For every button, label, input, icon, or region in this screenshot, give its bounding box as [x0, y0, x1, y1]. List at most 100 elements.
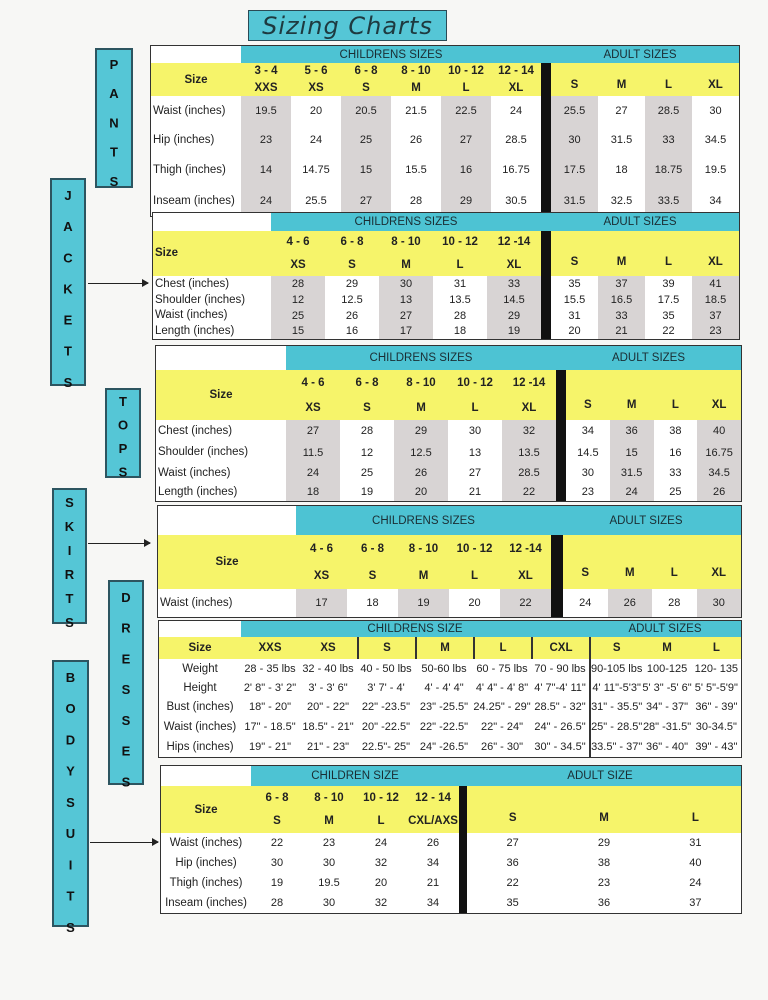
size-code: S [508, 812, 517, 825]
value-cell: 25 [669, 486, 682, 498]
value-cell: 14.75 [302, 164, 330, 176]
value-cell: 15.5 [405, 164, 427, 176]
value-cell: 19 [487, 323, 541, 339]
value-cell: 24 [309, 134, 323, 146]
size-code: S [612, 642, 621, 654]
value-cell: 31.5 [551, 186, 598, 216]
value-cell: 16 [441, 154, 491, 186]
value-cell: 20" - 22" [306, 701, 350, 713]
value-cell: 16 [669, 446, 682, 459]
child-size-header: 12 -14 XL [502, 370, 556, 420]
size-code: L [377, 815, 385, 828]
value-cell: 13.5 [502, 442, 556, 463]
adult-size-header: XL [696, 535, 741, 589]
value-cell: 11.5 [286, 442, 340, 463]
adult-size-header: L [691, 637, 741, 659]
skirts-arrow [88, 539, 151, 547]
value-cell: 26 [394, 463, 448, 483]
value-cell: 13 [379, 292, 433, 308]
value-cell: 23" -25.5" [419, 701, 469, 713]
size-range: 12 - 14 [498, 65, 534, 78]
child-size-header: 6 - 8 S [340, 370, 394, 420]
row-label: Weight [182, 662, 218, 675]
size-code: L [671, 398, 679, 411]
value-cell: 33 [669, 467, 682, 479]
value-cell: 27 [506, 837, 519, 849]
value-cell: 31" - 35.5" [591, 701, 643, 713]
value-cell: 28 [453, 309, 467, 322]
value-cell: 24 [509, 105, 523, 117]
size-code: XS [313, 569, 330, 582]
row-label: Waist (inches) [158, 466, 231, 479]
child-size-header: 8 - 10 M [303, 786, 355, 833]
value-cell: 24 [579, 597, 592, 609]
value-cell: 36 [597, 897, 611, 909]
child-size-header: 8 - 10 M [391, 63, 441, 96]
value-cell: 25 [360, 467, 374, 479]
row-label: Length (inches) [155, 324, 235, 337]
value-cell: 28" -31.5" [642, 721, 692, 733]
value-cell: 30" - 34.5" [534, 741, 586, 753]
size-code: S [363, 401, 371, 414]
value-cell: 5' 3" -5' 6" [642, 681, 692, 694]
value-cell: 21 [426, 877, 440, 889]
child-size-header: XS [299, 637, 357, 659]
value-cell: 30 [322, 897, 336, 909]
value-cell: 40 [689, 857, 702, 869]
value-cell: 36 [609, 420, 654, 442]
size-code: L [664, 255, 673, 268]
value-cell: 120- 135 [694, 662, 739, 675]
size-range: 6 - 8 [265, 791, 289, 804]
child-size-header: L [473, 637, 531, 659]
size-range: 4 - 6 [286, 236, 310, 249]
value-cell: 24 [286, 463, 340, 483]
value-cell: 19.5 [318, 877, 340, 889]
value-cell: 32.5 [610, 195, 633, 207]
child-size-header: 4 - 6 XS [296, 535, 347, 589]
side-label-jackets: JACKETS [50, 178, 86, 406]
value-cell: 13.5 [449, 294, 471, 306]
column-divider [459, 786, 467, 913]
size-header-label: Size [161, 786, 251, 833]
value-cell: 30 [322, 857, 336, 869]
value-cell: 29 [345, 278, 359, 290]
value-cell: 25 [271, 308, 325, 323]
children-sizes-header: CHILDRENS SIZE [241, 621, 589, 637]
adult-size-header: S [551, 231, 598, 276]
adult-size-header: S [591, 637, 643, 659]
size-code: S [570, 78, 579, 91]
value-cell: 21 [598, 323, 645, 339]
value-cell: 20.5 [341, 96, 391, 126]
value-cell: 20 [309, 105, 323, 117]
children-sizes-header: CHILDRENS SIZES [241, 46, 541, 63]
value-cell: 20 [374, 877, 388, 889]
child-size-header: 8 - 10 M [379, 231, 433, 276]
size-code: XXS [254, 81, 278, 94]
value-cell: 27 [615, 105, 628, 117]
column-divider [589, 637, 591, 757]
value-cell: 16.75 [697, 442, 741, 463]
value-cell: 34.5 [697, 463, 741, 483]
size-range: 6 - 8 [360, 542, 384, 555]
value-cell: 18.5 [692, 292, 739, 308]
size-range: 10 - 12 [448, 65, 484, 78]
child-size-header: 10 - 12 L [449, 535, 500, 589]
value-cell: 33.5" - 37" [591, 741, 643, 753]
row-label: Chest (inches) [155, 277, 230, 290]
size-code: L [691, 812, 699, 825]
value-cell: 26 [345, 309, 359, 322]
size-range: 5 - 6 [304, 65, 328, 78]
value-cell: 30 [709, 105, 722, 117]
size-code: M [418, 569, 429, 582]
value-cell: 24 [374, 837, 388, 849]
size-range: 12 -14 [509, 542, 542, 555]
size-code: M [401, 258, 411, 271]
value-cell: 34.5 [704, 134, 727, 146]
adult-size-header: S [563, 535, 608, 589]
adult-sizes-header: ADULT SIZES [551, 506, 741, 535]
dresses-size-table: CHILDRENS SIZE ADULT SIZES Size XXS XS S M L CXL… [158, 620, 742, 758]
children-sizes-header: CHILDREN SIZE [251, 766, 459, 786]
jackets-size-table: CHILDRENS SIZES ADULT SIZES Size 4 - 6 XS 6 -… [152, 212, 740, 340]
child-size-header: 12 - 14 CXL/AXS [407, 786, 459, 833]
value-cell: 24.25" - 29" [473, 701, 531, 713]
